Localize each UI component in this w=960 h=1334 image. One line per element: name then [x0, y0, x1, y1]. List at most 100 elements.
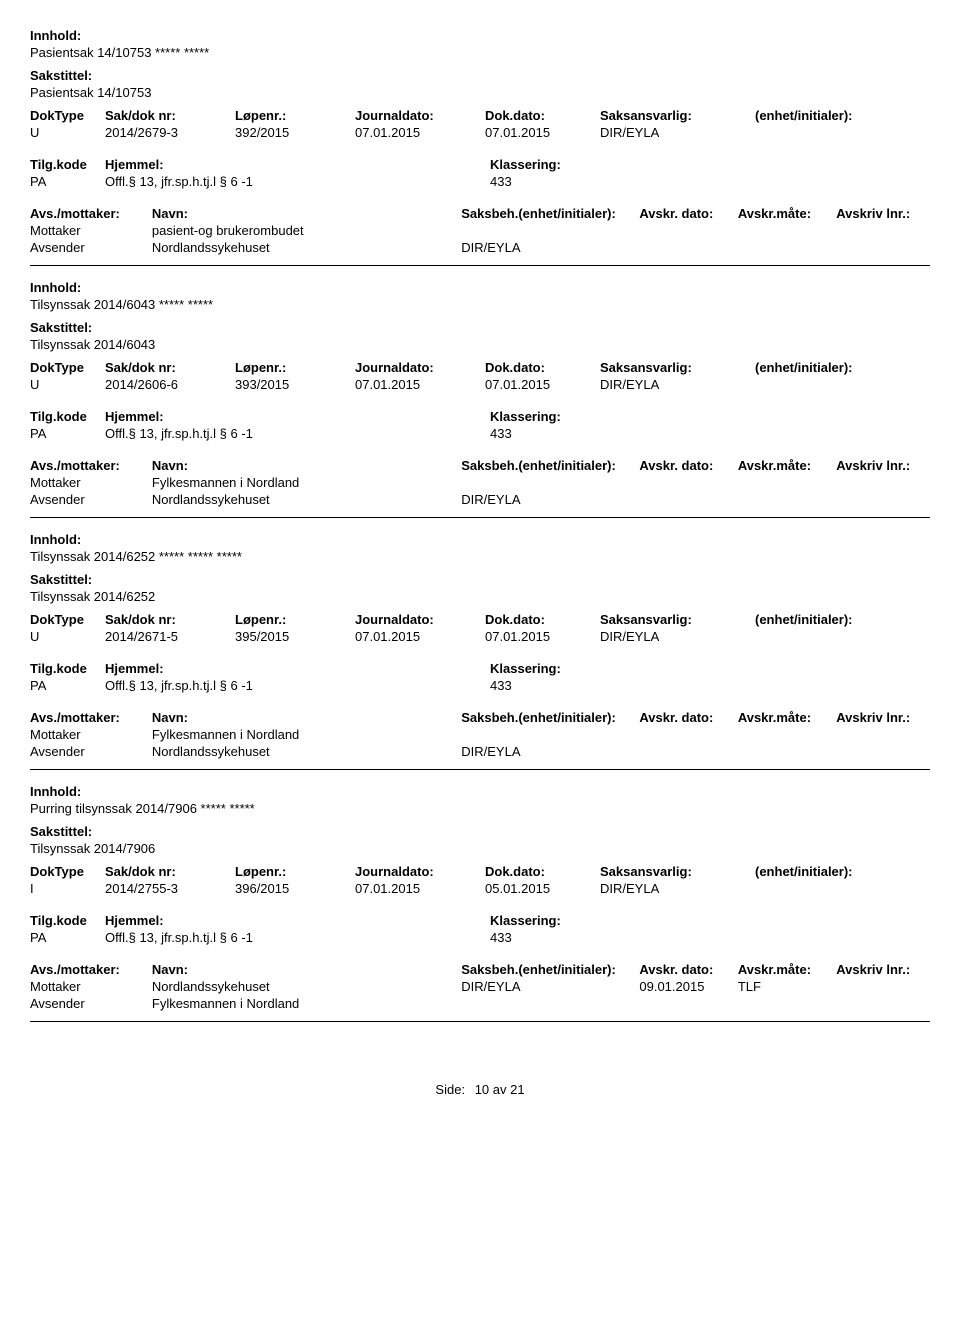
enhet-value [755, 125, 905, 140]
party-name: Fylkesmannen i Nordland [152, 475, 461, 490]
enhet-header: (enhet/initialer): [755, 612, 905, 627]
party-avskrlnr [836, 223, 930, 238]
saksbeh-header: Saksbeh.(enhet/initialer): [461, 206, 639, 221]
saksansvarlig-header: Saksansvarlig: [600, 360, 755, 375]
innhold-label: Innhold: [30, 784, 930, 799]
party-avskrlnr [836, 744, 930, 759]
party-name: Nordlandssykehuset [152, 744, 461, 759]
meta-header-row: DokTypeSak/dok nr:Løpenr.:Journaldato:Do… [30, 864, 930, 879]
avsmottaker-header: Avs./mottaker: [30, 962, 152, 977]
lopenr-value: 395/2015 [235, 629, 355, 644]
saksansvarlig-value: DIR/EYLA [600, 629, 755, 644]
klassering-value: 433 [490, 678, 690, 693]
party-avskrdato [639, 240, 737, 255]
sakdok-value: 2014/2755-3 [105, 881, 235, 896]
avskrdato-header: Avskr. dato: [639, 710, 737, 725]
journaldato-value: 07.01.2015 [355, 125, 485, 140]
journaldato-header: Journaldato: [355, 360, 485, 375]
enhet-value [755, 377, 905, 392]
klassering-header: Klassering: [490, 157, 690, 172]
footer-label: Side: [435, 1082, 465, 1097]
innhold-label: Innhold: [30, 28, 930, 43]
meta-header-row: DokTypeSak/dok nr:Løpenr.:Journaldato:Do… [30, 108, 930, 123]
navn-header: Navn: [152, 206, 461, 221]
sakstittel-label: Sakstittel: [30, 320, 930, 335]
party-row: AvsenderNordlandssykehusetDIR/EYLA [30, 744, 930, 759]
doktype-header: DokType [30, 108, 105, 123]
party-avskrdato [639, 492, 737, 507]
hjemmel-value: Offl.§ 13, jfr.sp.h.tj.l § 6 -1 [105, 930, 490, 945]
party-row: AvsenderFylkesmannen i Nordland [30, 996, 930, 1011]
sakdok-header: Sak/dok nr: [105, 612, 235, 627]
class-data-row: PAOffl.§ 13, jfr.sp.h.tj.l § 6 -1433 [30, 678, 930, 693]
tilgkode-value: PA [30, 678, 105, 693]
spacer [30, 898, 930, 913]
sakstittel-value: Pasientsak 14/10753 [30, 85, 930, 100]
party-avskrmate: TLF [738, 979, 836, 994]
lopenr-header: Løpenr.: [235, 612, 355, 627]
party-avskrlnr [836, 727, 930, 742]
party-header-row: Avs./mottaker:Navn:Saksbeh.(enhet/initia… [30, 962, 930, 977]
meta-data-row: U2014/2679-3392/201507.01.201507.01.2015… [30, 125, 930, 140]
enhet-header: (enhet/initialer): [755, 108, 905, 123]
klassering-header: Klassering: [490, 409, 690, 424]
record-divider [30, 1021, 930, 1022]
sakstittel-value: Tilsynssak 2014/6043 [30, 337, 930, 352]
class-data-row: PAOffl.§ 13, jfr.sp.h.tj.l § 6 -1433 [30, 426, 930, 441]
avskrmate-header: Avskr.måte: [738, 962, 836, 977]
tilgkode-header: Tilg.kode [30, 913, 105, 928]
doktype-value: I [30, 881, 105, 896]
class-data-row: PAOffl.§ 13, jfr.sp.h.tj.l § 6 -1433 [30, 174, 930, 189]
lopenr-value: 396/2015 [235, 881, 355, 896]
navn-header: Navn: [152, 962, 461, 977]
hjemmel-header: Hjemmel: [105, 157, 490, 172]
sakdok-header: Sak/dok nr: [105, 864, 235, 879]
party-saksbeh [461, 223, 639, 238]
party-row: AvsenderNordlandssykehusetDIR/EYLA [30, 492, 930, 507]
dokdato-value: 07.01.2015 [485, 629, 600, 644]
avskrivlnr-header: Avskriv lnr.: [836, 458, 930, 473]
party-name: Nordlandssykehuset [152, 240, 461, 255]
avskrdato-header: Avskr. dato: [639, 206, 737, 221]
sakdok-value: 2014/2679-3 [105, 125, 235, 140]
doktype-header: DokType [30, 360, 105, 375]
avsmottaker-header: Avs./mottaker: [30, 206, 152, 221]
journal-record: Innhold:Pasientsak 14/10753 ***** *****S… [30, 28, 930, 255]
saksbeh-header: Saksbeh.(enhet/initialer): [461, 710, 639, 725]
hjemmel-header: Hjemmel: [105, 409, 490, 424]
enhet-header: (enhet/initialer): [755, 864, 905, 879]
class-data-row: PAOffl.§ 13, jfr.sp.h.tj.l § 6 -1433 [30, 930, 930, 945]
meta-header-row: DokTypeSak/dok nr:Løpenr.:Journaldato:Do… [30, 360, 930, 375]
hjemmel-header: Hjemmel: [105, 661, 490, 676]
avskrivlnr-header: Avskriv lnr.: [836, 206, 930, 221]
party-role: Avsender [30, 492, 152, 507]
meta-header-row: DokTypeSak/dok nr:Løpenr.:Journaldato:Do… [30, 612, 930, 627]
doktype-header: DokType [30, 864, 105, 879]
party-avskrlnr [836, 979, 930, 994]
party-avskrmate [738, 996, 836, 1011]
dokdato-value: 05.01.2015 [485, 881, 600, 896]
sakstittel-label: Sakstittel: [30, 824, 930, 839]
avskrivlnr-header: Avskriv lnr.: [836, 962, 930, 977]
avsmottaker-header: Avs./mottaker: [30, 458, 152, 473]
saksansvarlig-header: Saksansvarlig: [600, 108, 755, 123]
innhold-value: Purring tilsynssak 2014/7906 ***** ***** [30, 801, 930, 816]
meta-data-row: U2014/2606-6393/201507.01.201507.01.2015… [30, 377, 930, 392]
avskrivlnr-header: Avskriv lnr.: [836, 710, 930, 725]
hjemmel-header: Hjemmel: [105, 913, 490, 928]
avskrmate-header: Avskr.måte: [738, 710, 836, 725]
party-role: Mottaker [30, 223, 152, 238]
party-avskrmate [738, 492, 836, 507]
party-saksbeh [461, 727, 639, 742]
party-avskrdato: 09.01.2015 [639, 979, 737, 994]
klassering-value: 433 [490, 930, 690, 945]
dokdato-value: 07.01.2015 [485, 125, 600, 140]
klassering-value: 433 [490, 174, 690, 189]
enhet-value [755, 881, 905, 896]
journal-record: Innhold:Tilsynssak 2014/6043 ***** *****… [30, 280, 930, 507]
saksansvarlig-value: DIR/EYLA [600, 125, 755, 140]
class-header-row: Tilg.kodeHjemmel:Klassering: [30, 409, 930, 424]
dokdato-value: 07.01.2015 [485, 377, 600, 392]
lopenr-value: 393/2015 [235, 377, 355, 392]
party-avskrdato [639, 744, 737, 759]
